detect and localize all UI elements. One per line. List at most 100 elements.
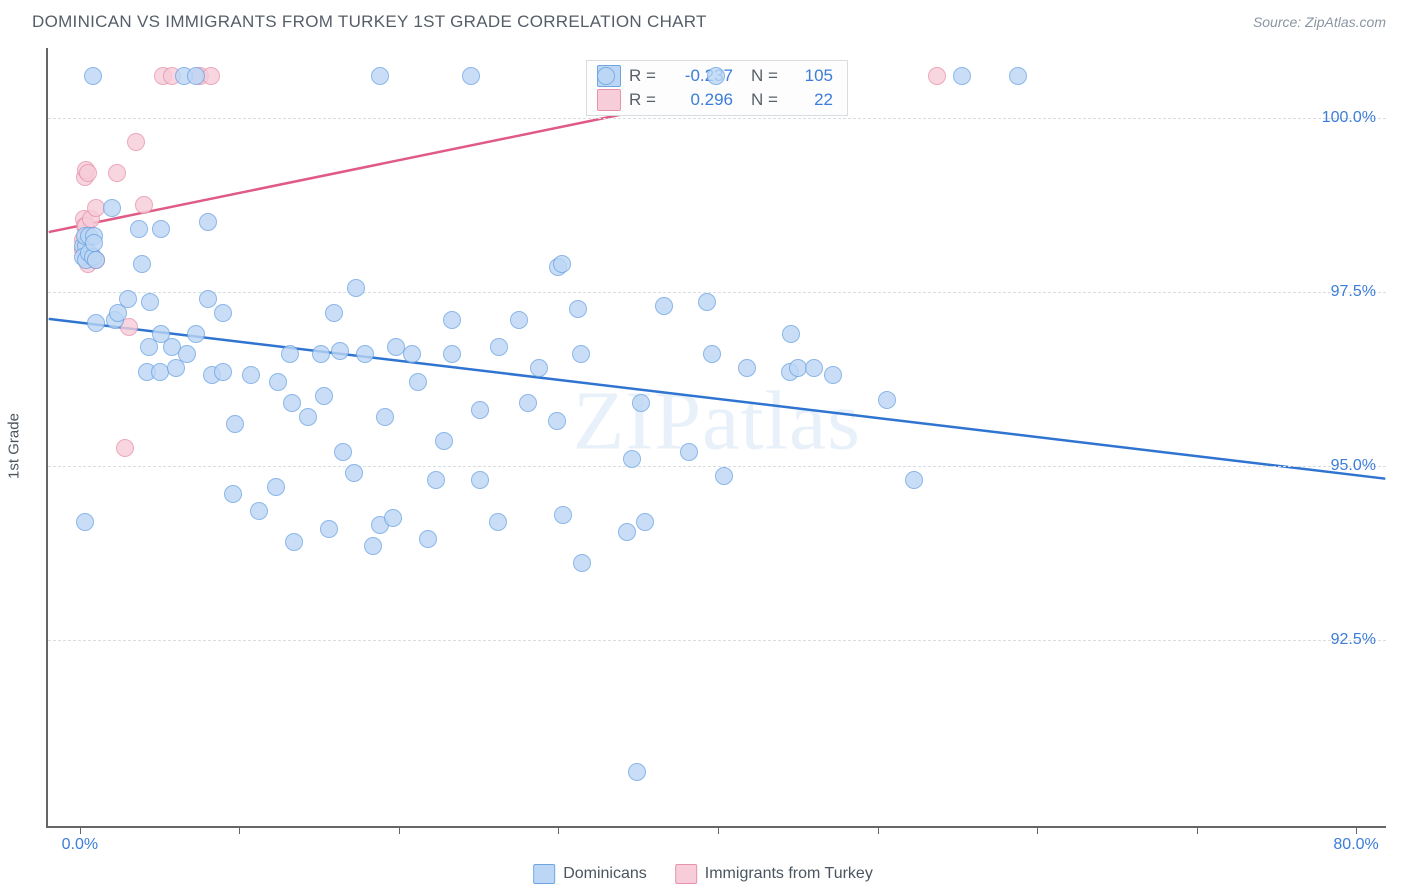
- data-point: [285, 533, 303, 551]
- data-point: [119, 290, 137, 308]
- data-point: [152, 220, 170, 238]
- data-point: [554, 506, 572, 524]
- data-point: [269, 373, 287, 391]
- data-point: [462, 67, 480, 85]
- data-point: [878, 391, 896, 409]
- data-point: [928, 67, 946, 85]
- x-tick: [718, 826, 719, 834]
- data-point: [419, 530, 437, 548]
- data-point: [597, 67, 615, 85]
- data-point: [133, 255, 151, 273]
- data-point: [214, 304, 232, 322]
- data-point: [572, 345, 590, 363]
- legend-swatch: [597, 89, 621, 111]
- data-point: [135, 196, 153, 214]
- data-point: [443, 311, 461, 329]
- data-point: [140, 338, 158, 356]
- data-point: [569, 300, 587, 318]
- plot-area: ZIPatlas R =-0.237N =105R =0.296N =22 92…: [46, 48, 1386, 828]
- data-point: [325, 304, 343, 322]
- data-point: [655, 297, 673, 315]
- data-point: [738, 359, 756, 377]
- data-point: [345, 464, 363, 482]
- data-point: [199, 290, 217, 308]
- data-point: [79, 164, 97, 182]
- data-point: [315, 387, 333, 405]
- data-point: [214, 363, 232, 381]
- data-point: [715, 467, 733, 485]
- x-tick: [878, 826, 879, 834]
- data-point: [489, 513, 507, 531]
- data-point: [364, 537, 382, 555]
- x-tick: [1037, 826, 1038, 834]
- legend-n-value: 22: [793, 90, 833, 110]
- data-point: [573, 554, 591, 572]
- data-point: [187, 325, 205, 343]
- legend-r-label: R =: [629, 90, 663, 110]
- x-tick: [399, 826, 400, 834]
- source-credit: Source: ZipAtlas.com: [1253, 14, 1386, 30]
- data-point: [103, 199, 121, 217]
- data-point: [471, 401, 489, 419]
- data-point: [376, 408, 394, 426]
- data-point: [824, 366, 842, 384]
- legend-r-value: 0.296: [671, 90, 733, 110]
- data-point: [242, 366, 260, 384]
- data-point: [805, 359, 823, 377]
- data-point: [84, 67, 102, 85]
- data-point: [782, 325, 800, 343]
- y-tick-label: 95.0%: [1331, 457, 1376, 475]
- data-point: [178, 345, 196, 363]
- legend-n-label: N =: [751, 90, 785, 110]
- data-point: [490, 338, 508, 356]
- gridline: [48, 118, 1386, 119]
- data-point: [548, 412, 566, 430]
- data-point: [553, 255, 571, 273]
- data-point: [281, 345, 299, 363]
- data-point: [409, 373, 427, 391]
- data-point: [331, 342, 349, 360]
- legend-swatch: [675, 864, 697, 884]
- data-point: [283, 394, 301, 412]
- y-axis-label: 1st Grade: [6, 413, 23, 479]
- data-point: [347, 279, 365, 297]
- y-tick-label: 97.5%: [1331, 283, 1376, 301]
- legend-n-value: 105: [793, 66, 833, 86]
- legend-n-label: N =: [751, 66, 785, 86]
- legend-item: Dominicans: [533, 864, 647, 884]
- data-point: [905, 471, 923, 489]
- data-point: [1009, 67, 1027, 85]
- data-point: [224, 485, 242, 503]
- data-point: [87, 314, 105, 332]
- trend-line: [49, 319, 1386, 479]
- data-point: [76, 513, 94, 531]
- data-point: [628, 763, 646, 781]
- data-point: [334, 443, 352, 461]
- data-point: [471, 471, 489, 489]
- data-point: [116, 439, 134, 457]
- x-tick-label: 80.0%: [1333, 836, 1378, 854]
- data-point: [250, 502, 268, 520]
- data-point: [384, 509, 402, 527]
- legend-label: Immigrants from Turkey: [705, 865, 873, 883]
- legend-swatch: [533, 864, 555, 884]
- gridline: [48, 640, 1386, 641]
- data-point: [519, 394, 537, 412]
- data-point: [312, 345, 330, 363]
- data-point: [356, 345, 374, 363]
- legend-r-label: R =: [629, 66, 663, 86]
- data-point: [632, 394, 650, 412]
- x-tick: [1356, 826, 1357, 834]
- data-point: [427, 471, 445, 489]
- data-point: [130, 220, 148, 238]
- data-point: [141, 293, 159, 311]
- x-tick: [80, 826, 81, 834]
- data-point: [435, 432, 453, 450]
- data-point: [510, 311, 528, 329]
- data-point: [403, 345, 421, 363]
- data-point: [636, 513, 654, 531]
- data-point: [108, 164, 126, 182]
- gridline: [48, 292, 1386, 293]
- data-point: [623, 450, 641, 468]
- chart-title: DOMINICAN VS IMMIGRANTS FROM TURKEY 1ST …: [32, 12, 707, 32]
